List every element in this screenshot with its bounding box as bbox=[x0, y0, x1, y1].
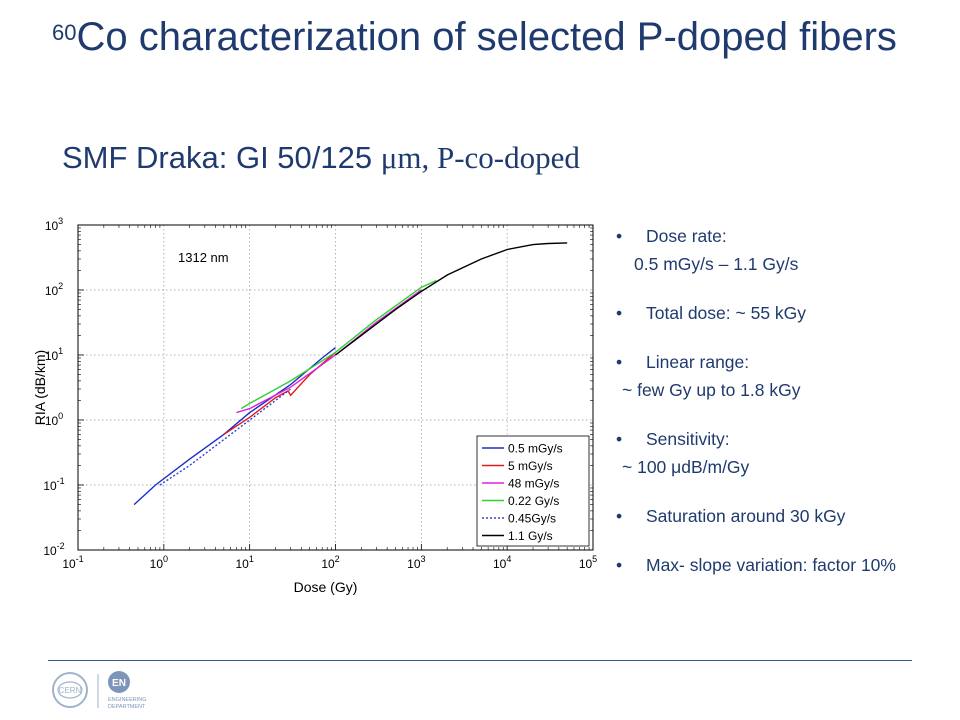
legend-label: 5 mGy/s bbox=[508, 459, 553, 473]
max-slope-text: Max- slope variation: factor 10% bbox=[646, 555, 896, 575]
en-logo-sub2: DEPARTMENT bbox=[108, 704, 146, 710]
series-line bbox=[236, 290, 421, 413]
slide-title: 60Co characterization of selected P-dope… bbox=[52, 12, 932, 62]
y-tick-exponent: 1 bbox=[58, 346, 63, 356]
x-tick-exponent: 3 bbox=[421, 554, 426, 564]
bullet-sensitivity: Sensitivity: ~ 100 μdB/m/Gy bbox=[612, 425, 952, 481]
y-tick-label: 102 bbox=[45, 281, 63, 298]
title-superscript: 60 bbox=[52, 20, 76, 45]
x-tick-label: 104 bbox=[493, 554, 511, 571]
en-logo: EN ENGINEERING DEPARTMENT bbox=[108, 671, 147, 710]
chart-annotation: 1312 nm bbox=[178, 250, 229, 265]
x-tick-exponent: 4 bbox=[506, 554, 511, 564]
linear-range-label: Linear range: bbox=[646, 352, 749, 372]
y-tick-label: 10-2 bbox=[43, 541, 64, 558]
dose-rate-value: 0.5 mGy/s – 1.1 Gy/s bbox=[634, 250, 952, 278]
bullet-dose-rate: Dose rate: 0.5 mGy/s – 1.1 Gy/s bbox=[612, 222, 952, 278]
x-tick-label: 100 bbox=[150, 554, 168, 571]
x-tick-exponent: 5 bbox=[592, 554, 597, 564]
en-logo-text: EN bbox=[112, 678, 126, 689]
legend-label: 0.45Gy/s bbox=[508, 512, 556, 526]
y-tick-exponent: -1 bbox=[57, 476, 65, 486]
y-tick-label: 103 bbox=[45, 216, 63, 233]
ria-dose-chart: 10-1 100 101 102 103 104 10510-210-11001011021… bbox=[30, 205, 600, 600]
legend-label: 1.1 Gy/s bbox=[508, 529, 553, 543]
x-axis-label: Dose (Gy) bbox=[294, 579, 358, 595]
x-tick-label: 101 bbox=[235, 554, 253, 571]
subtitle-serif: μm, P-co-doped bbox=[381, 140, 580, 175]
y-tick-exponent: 3 bbox=[58, 216, 63, 226]
bullet-total-dose: Total dose: ~ 55 kGy bbox=[612, 299, 952, 327]
saturation-text: Saturation around 30 kGy bbox=[646, 506, 845, 526]
footer-logos: CERN EN ENGINEERING DEPARTMENT bbox=[48, 668, 188, 716]
x-tick-label: 10-1 bbox=[62, 554, 83, 571]
bullet-max-slope: Max- slope variation: factor 10% bbox=[612, 551, 952, 579]
y-tick-exponent: 2 bbox=[58, 281, 63, 291]
y-tick-exponent: -2 bbox=[57, 541, 65, 551]
sensitivity-value: ~ 100 μdB/m/Gy bbox=[622, 453, 952, 481]
legend-label: 0.5 mGy/s bbox=[508, 442, 563, 456]
footer-divider bbox=[48, 660, 912, 661]
x-tick-label: 105 bbox=[579, 554, 597, 571]
legend-label: 48 mGy/s bbox=[508, 477, 559, 491]
y-tick-exponent: 0 bbox=[58, 411, 63, 421]
slide-subtitle: SMF Draka: GI 50/125 μm, P-co-doped bbox=[62, 140, 580, 176]
en-logo-sub1: ENGINEERING bbox=[108, 697, 147, 703]
x-tick-exponent: 2 bbox=[335, 554, 340, 564]
bullet-list: Dose rate: 0.5 mGy/s – 1.1 Gy/s Total dos… bbox=[612, 222, 952, 600]
cern-logo-text: CERN bbox=[59, 686, 82, 695]
linear-range-value: ~ few Gy up to 1.8 kGy bbox=[622, 376, 952, 404]
legend-label: 0.22 Gy/s bbox=[508, 494, 559, 508]
y-axis-label: RIA (dB/km) bbox=[32, 350, 48, 425]
cern-logo: CERN bbox=[53, 673, 87, 707]
sensitivity-label: Sensitivity: bbox=[646, 429, 730, 449]
title-text: Co characterization of selected P-doped … bbox=[76, 15, 896, 59]
series-line bbox=[336, 243, 568, 355]
dose-rate-label: Dose rate: bbox=[646, 226, 727, 246]
total-dose-text: Total dose: ~ 55 kGy bbox=[646, 303, 806, 323]
x-tick-exponent: -1 bbox=[76, 554, 84, 564]
x-tick-label: 103 bbox=[407, 554, 425, 571]
x-tick-exponent: 1 bbox=[249, 554, 254, 564]
x-tick-exponent: 0 bbox=[163, 554, 168, 564]
y-tick-label: 10-1 bbox=[43, 476, 64, 493]
series-line bbox=[160, 389, 291, 485]
subtitle-sans: SMF Draka: GI 50/125 bbox=[62, 140, 381, 175]
bullet-linear-range: Linear range: ~ few Gy up to 1.8 kGy bbox=[612, 348, 952, 404]
bullet-saturation: Saturation around 30 kGy bbox=[612, 502, 952, 530]
x-tick-label: 102 bbox=[321, 554, 339, 571]
